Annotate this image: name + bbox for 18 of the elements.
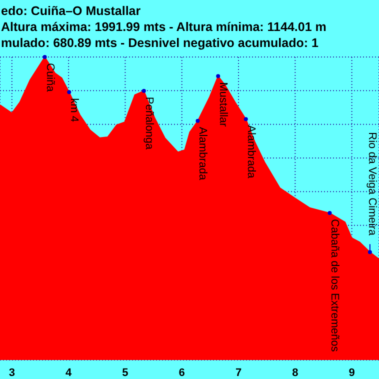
annotation: Alambrada	[244, 125, 257, 180]
header-text: edo: Cuiña–O Mustallar	[1, 3, 141, 19]
header-text: Altura máxima: 1991.99 mts - Altura mínima: 1144.01 m	[1, 19, 326, 35]
x-tick-label: 7	[235, 366, 242, 379]
x-tick-label: 9	[348, 366, 355, 379]
x-tick-label: 6	[178, 366, 185, 379]
annotation: Cuiña	[44, 63, 56, 93]
annotation: Alambrada	[196, 126, 209, 182]
annotation: Peñalonga	[142, 96, 155, 150]
annotation: Rio da Veiga Cimeira	[366, 132, 378, 236]
header-text: mulado: 680.89 mts - Desnivel negativo acumulado: 1	[1, 35, 318, 51]
annotation: km 4	[68, 98, 80, 122]
x-tick-label: 8	[292, 366, 298, 379]
annotation: Mustallar	[217, 82, 230, 128]
x-tick-label: 4	[65, 366, 72, 379]
annotation: Cabaña de los Extremeños	[328, 219, 341, 352]
x-tick-label: 5	[122, 366, 128, 379]
x-tick-label: 3	[8, 366, 15, 379]
